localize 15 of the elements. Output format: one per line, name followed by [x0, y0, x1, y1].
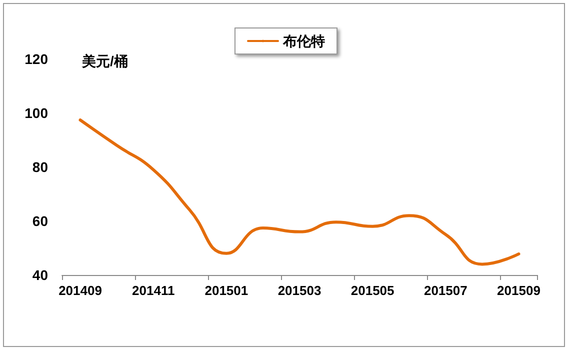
y-tick-label: 40: [32, 267, 48, 283]
x-tick-label: 201503: [278, 283, 322, 298]
x-tick-label: 201509: [497, 283, 540, 298]
line-series: [78, 118, 520, 266]
x-tick-label: 201507: [424, 283, 468, 298]
y-tick-label: 60: [32, 213, 48, 229]
x-tick-label: 201505: [350, 283, 394, 298]
y-tick-label: 100: [24, 105, 48, 121]
y-tick-label: 80: [32, 159, 48, 175]
x-tick-label: 201501: [204, 283, 248, 298]
x-tick-label: 201409: [58, 283, 102, 298]
y-axis-title: 美元/桶: [81, 53, 128, 69]
legend-label: 布伦特: [282, 33, 325, 49]
x-tick-label: 201411: [132, 283, 175, 298]
y-tick-label: 120: [24, 51, 48, 67]
